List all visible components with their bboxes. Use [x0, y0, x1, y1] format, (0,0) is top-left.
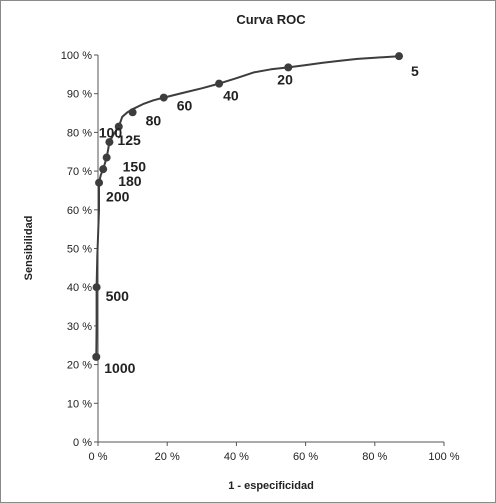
data-point-1000	[92, 352, 101, 361]
data-point-125	[105, 138, 114, 147]
data-point-500	[92, 283, 101, 292]
point-label-125: 125	[117, 132, 141, 148]
data-point-40	[215, 79, 224, 88]
point-label-150: 150	[123, 159, 147, 175]
data-point-150	[102, 153, 111, 162]
point-label-500: 500	[106, 288, 130, 304]
point-label-1000: 1000	[104, 360, 135, 376]
y-tick-label: 20 %	[67, 360, 92, 372]
point-label-200: 200	[106, 189, 130, 205]
y-tick-label: 30 %	[67, 321, 92, 333]
x-tick-label: 20 %	[155, 451, 180, 463]
y-tick-label: 80 %	[67, 127, 92, 139]
y-tick-label: 0 %	[73, 437, 92, 449]
y-tick-label: 40 %	[67, 282, 92, 294]
y-tick-label: 60 %	[67, 205, 92, 217]
y-axis-title: Sensibilidad	[23, 216, 35, 281]
x-tick-label: 60 %	[293, 451, 318, 463]
point-label-5: 5	[411, 63, 419, 79]
data-point-100	[114, 122, 123, 131]
x-tick-label: 80 %	[362, 451, 387, 463]
data-point-200	[95, 178, 104, 187]
x-axis-title: 1 - especificidad	[228, 480, 314, 492]
data-point-20	[284, 63, 293, 72]
y-tick-label: 90 %	[67, 89, 92, 101]
y-tick-label: 70 %	[67, 166, 92, 178]
chart-title: Curva ROC	[236, 12, 306, 27]
point-label-180: 180	[118, 173, 142, 189]
data-point-5	[395, 52, 404, 61]
data-point-60	[159, 93, 168, 102]
data-point-80	[128, 108, 137, 117]
tick-labels: 0 %10 %20 %30 %40 %50 %60 %70 %80 %90 %1…	[61, 50, 460, 463]
x-tick-label: 100 %	[428, 451, 459, 463]
point-label-40: 40	[223, 88, 239, 104]
y-tick-label: 50 %	[67, 244, 92, 256]
x-tick-label: 40 %	[224, 451, 249, 463]
roc-curve	[95, 55, 400, 357]
point-label-60: 60	[177, 98, 193, 114]
point-label-100: 100	[99, 125, 123, 141]
data-point-180	[99, 165, 108, 174]
y-tick-label: 10 %	[67, 398, 92, 410]
y-tick-label: 100 %	[61, 50, 92, 62]
roc-curve-layer	[95, 55, 400, 357]
point-label-20: 20	[277, 71, 293, 87]
x-tick-label: 0 %	[89, 451, 108, 463]
point-label-80: 80	[146, 112, 162, 128]
data-points	[92, 52, 404, 361]
